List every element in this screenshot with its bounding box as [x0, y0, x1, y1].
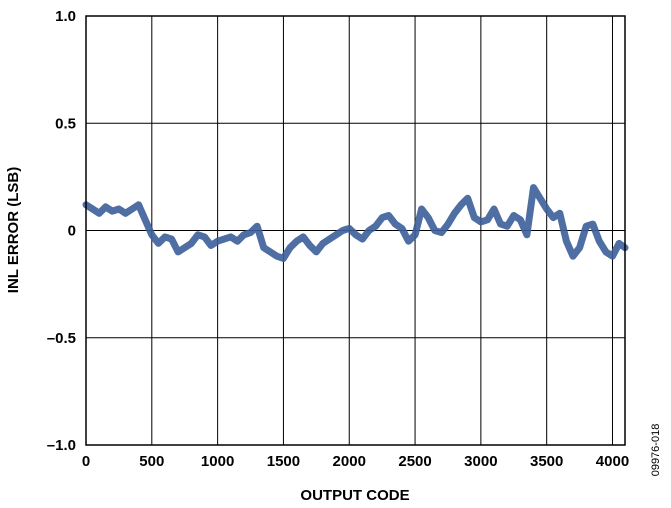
y-axis-label: INL ERROR (LSB): [5, 167, 22, 293]
x-tick-label: 500: [139, 453, 164, 470]
y-tick-label: 0: [68, 223, 76, 240]
y-tick-label: –0.5: [47, 330, 76, 347]
y-tick-label: 1.0: [55, 8, 76, 25]
x-tick-labels: 0 500 1000 1500 2000 2500 3000 3500 4000: [82, 453, 629, 470]
inl-series-line: [82, 184, 629, 262]
x-tick-label: 1000: [201, 453, 234, 470]
series-layer: [82, 184, 629, 262]
y-tick-labels: 1.0 0.5 0 –0.5 –1.0: [47, 8, 76, 454]
x-tick-label: 3500: [530, 453, 563, 470]
x-tick-label: 0: [82, 453, 90, 470]
x-axis-label: OUTPUT CODE: [300, 487, 409, 504]
y-tick-label: 0.5: [55, 115, 76, 132]
x-tick-label: 1500: [267, 453, 300, 470]
figure-id: 09976-018: [650, 424, 662, 477]
plot-frame: [85, 15, 626, 446]
x-tick-label: 2000: [333, 453, 366, 470]
x-tick-label: 2500: [398, 453, 431, 470]
x-tick-label: 3000: [464, 453, 497, 470]
y-tick-label: –1.0: [47, 437, 76, 454]
x-tick-label: 4000: [596, 453, 629, 470]
